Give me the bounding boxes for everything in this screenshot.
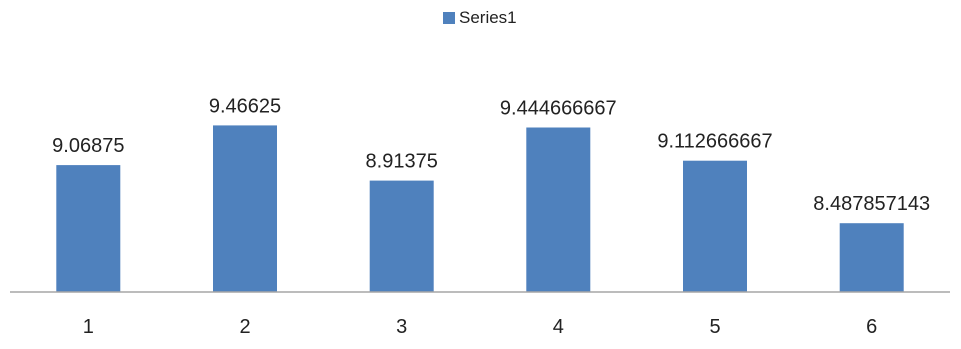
bar-6 [839,223,904,292]
legend-label: Series1 [459,8,517,27]
x-tick-label-2: 2 [239,316,250,338]
bar-2 [213,125,277,293]
bar-1 [56,165,121,292]
bar-5 [683,160,747,292]
data-labels: 9.06875 9.46625 8.91375 9.444666667 9.112666… [52,95,930,215]
data-label-1: 9.06875 [52,135,124,157]
x-tick-label-3: 3 [396,316,407,338]
data-label-2: 9.46625 [209,95,281,117]
data-label-4: 9.444666667 [500,98,617,120]
data-label-3: 8.91375 [366,151,438,173]
x-tick-label-5: 5 [709,316,720,338]
bar-3 [369,180,434,292]
data-label-6: 8.487857143 [813,193,930,215]
data-label-5: 9.112666667 [657,131,772,153]
legend-swatch [443,12,455,24]
x-tick-label-1: 1 [83,316,94,338]
bar-4 [526,127,591,292]
x-tick-label-4: 4 [553,316,564,338]
x-tick-labels: 1 2 3 4 5 6 [83,316,878,338]
bars [56,125,904,293]
x-tick-label-6: 6 [866,316,877,338]
legend: Series1 [443,8,517,27]
